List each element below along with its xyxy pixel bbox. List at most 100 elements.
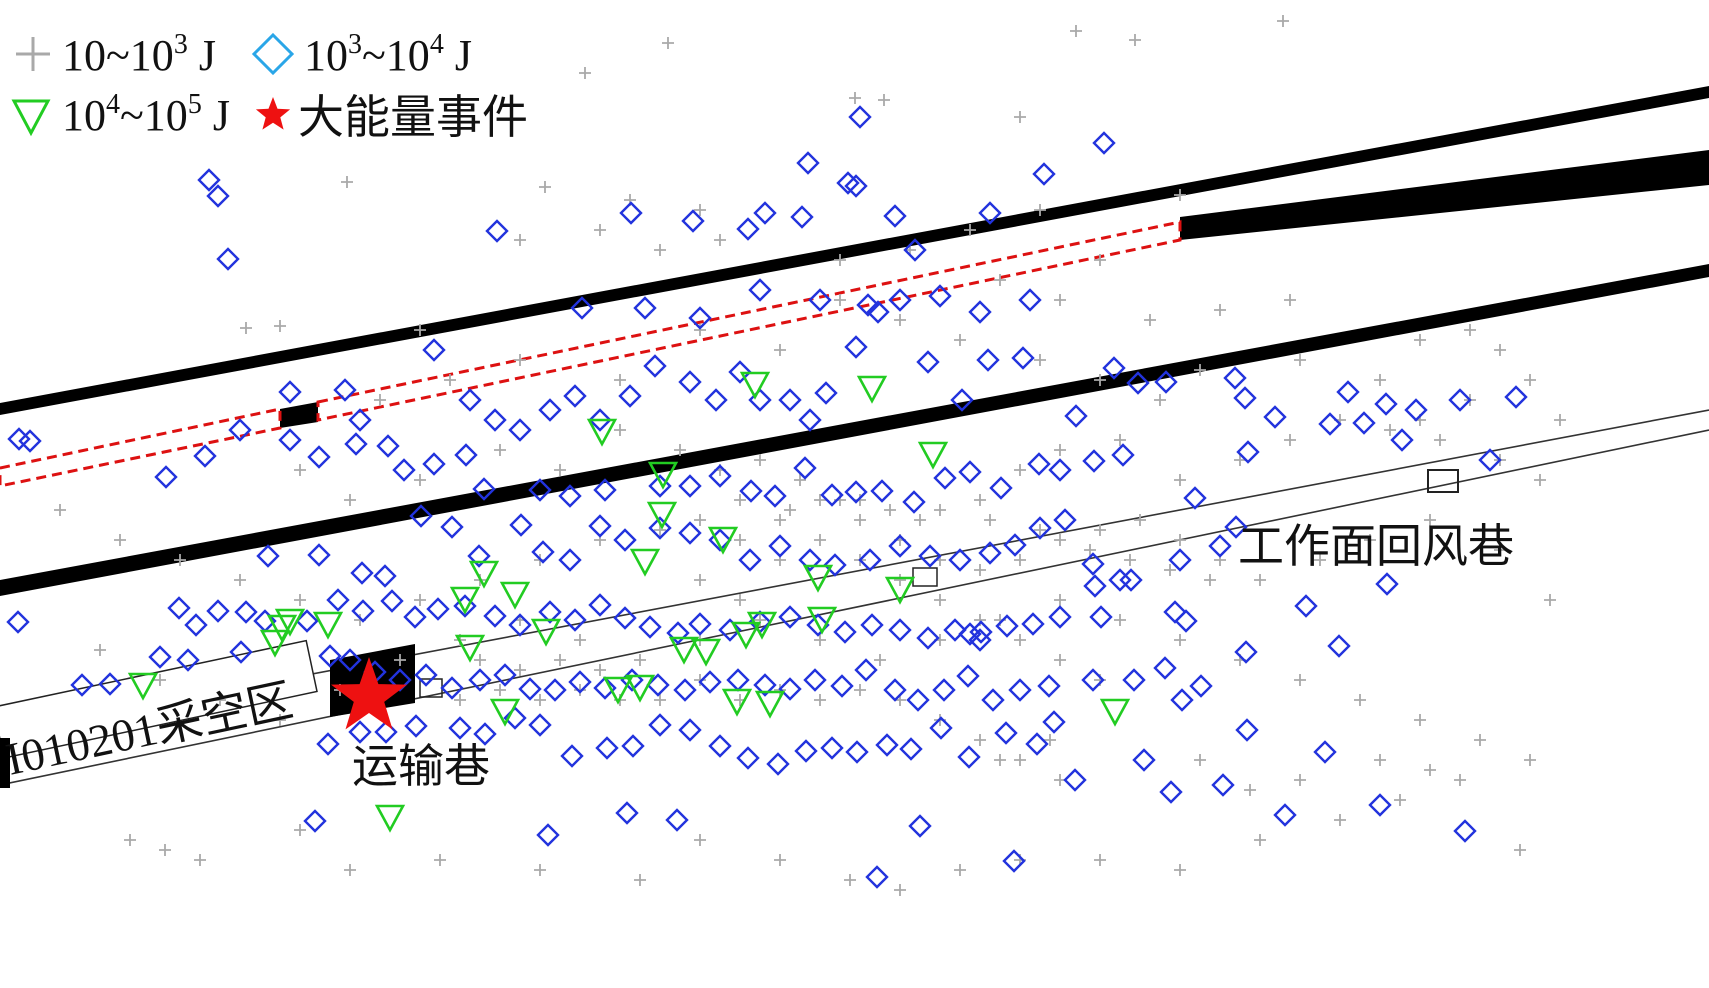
point-medium-229 <box>595 736 619 760</box>
point-large-29 <box>374 804 406 833</box>
point-small-139 <box>534 864 546 876</box>
return-roadway-label: 工作面回风巷 <box>1238 519 1514 573</box>
point-small-110 <box>214 694 226 706</box>
point-medium-96 <box>933 466 957 490</box>
point-small-25 <box>1144 314 1156 326</box>
point-medium-188 <box>440 676 464 700</box>
point-large-11 <box>274 608 306 637</box>
point-small-74 <box>1434 434 1446 446</box>
point-medium-76 <box>278 428 302 452</box>
point-medium-181 <box>148 645 172 669</box>
point-medium-133 <box>1081 552 1105 576</box>
point-medium-212 <box>1081 668 1105 692</box>
point-medium-176 <box>1174 609 1198 633</box>
point-medium-205 <box>883 678 907 702</box>
point-medium-49 <box>888 288 912 312</box>
point-medium-180 <box>98 672 122 696</box>
point-small-77 <box>54 504 66 516</box>
point-small-161 <box>694 574 706 586</box>
point-small-64 <box>914 514 926 526</box>
point-medium-198 <box>698 670 722 694</box>
point-medium-245 <box>1042 710 1066 734</box>
legend-label-medium: 103~104 J <box>304 29 472 80</box>
point-medium-158 <box>688 612 712 636</box>
point-small-199 <box>1084 544 1096 556</box>
point-medium-36 <box>563 384 587 408</box>
point-medium-15 <box>978 201 1002 225</box>
point-small-26 <box>1214 304 1226 316</box>
point-medium-114 <box>531 540 555 564</box>
upper-goaf-band-joint <box>280 402 318 428</box>
point-medium-246 <box>1063 768 1087 792</box>
point-small-121 <box>874 654 886 666</box>
point-medium-210 <box>1008 678 1032 702</box>
point-medium-112 <box>467 544 491 568</box>
point-medium-151 <box>508 613 532 637</box>
point-small-104 <box>1364 534 1376 546</box>
point-large-0 <box>739 371 771 400</box>
point-medium-178 <box>1375 572 1399 596</box>
point-medium-125 <box>858 548 882 572</box>
point-medium-68 <box>1448 388 1472 412</box>
point-large-12 <box>259 629 291 658</box>
point-medium-234 <box>736 746 760 770</box>
point-medium-190 <box>493 663 517 687</box>
point-medium-204 <box>854 658 878 682</box>
point-small-189 <box>514 664 526 676</box>
point-medium-60 <box>1236 440 1260 464</box>
point-small-167 <box>934 594 946 606</box>
point-medium-26 <box>1018 288 1042 312</box>
point-medium-28 <box>333 378 357 402</box>
point-medium-31 <box>422 338 446 362</box>
point-medium-106 <box>256 544 280 568</box>
point-medium-165 <box>888 618 912 642</box>
point-small-150 <box>1334 814 1346 826</box>
point-medium-248 <box>1159 780 1183 804</box>
point-small-198 <box>1034 524 1046 536</box>
point-medium-169 <box>995 614 1019 638</box>
point-medium-99 <box>1027 452 1051 476</box>
point-medium-221 <box>348 720 372 744</box>
point-small-59 <box>674 444 686 456</box>
point-medium-202 <box>803 668 827 692</box>
point-small-36 <box>514 354 526 366</box>
point-medium-83 <box>528 478 552 502</box>
point-large-28 <box>1099 698 1131 727</box>
point-large-2 <box>586 418 618 447</box>
point-small-143 <box>844 874 856 886</box>
point-medium-58 <box>1223 366 1247 390</box>
point-small-6 <box>849 92 861 104</box>
point-medium-107 <box>307 543 331 567</box>
upper-roadway-band <box>0 86 1709 415</box>
point-large-8 <box>449 586 481 615</box>
point-small-155 <box>1044 734 1056 746</box>
point-small-15 <box>654 244 666 256</box>
point-medium-35 <box>538 398 562 422</box>
point-small-4 <box>1129 34 1141 46</box>
point-medium-56 <box>1126 371 1150 395</box>
point-small-55 <box>414 474 426 486</box>
point-small-17 <box>834 254 846 266</box>
point-medium-232 <box>678 718 702 742</box>
point-medium-62 <box>1318 412 1342 436</box>
point-small-38 <box>694 324 706 336</box>
point-small-164 <box>814 494 826 506</box>
point-medium-227 <box>528 713 552 737</box>
goaf-panel-left-stub <box>0 738 10 788</box>
point-medium-255 <box>536 823 560 847</box>
point-small-40 <box>834 294 846 306</box>
point-small-137 <box>344 864 356 876</box>
point-medium-27 <box>278 380 302 404</box>
point-medium-250 <box>1273 803 1297 827</box>
point-small-176 <box>814 694 826 706</box>
legend-label-strong: 大能量事件 <box>298 90 528 144</box>
point-small-103 <box>1314 554 1326 566</box>
point-medium-184 <box>338 648 362 672</box>
point-small-78 <box>114 534 126 546</box>
point-medium-12 <box>848 105 872 129</box>
point-medium-159 <box>718 618 742 642</box>
point-large-22 <box>806 606 838 635</box>
point-large-31 <box>624 674 656 703</box>
point-medium-3 <box>485 219 509 243</box>
